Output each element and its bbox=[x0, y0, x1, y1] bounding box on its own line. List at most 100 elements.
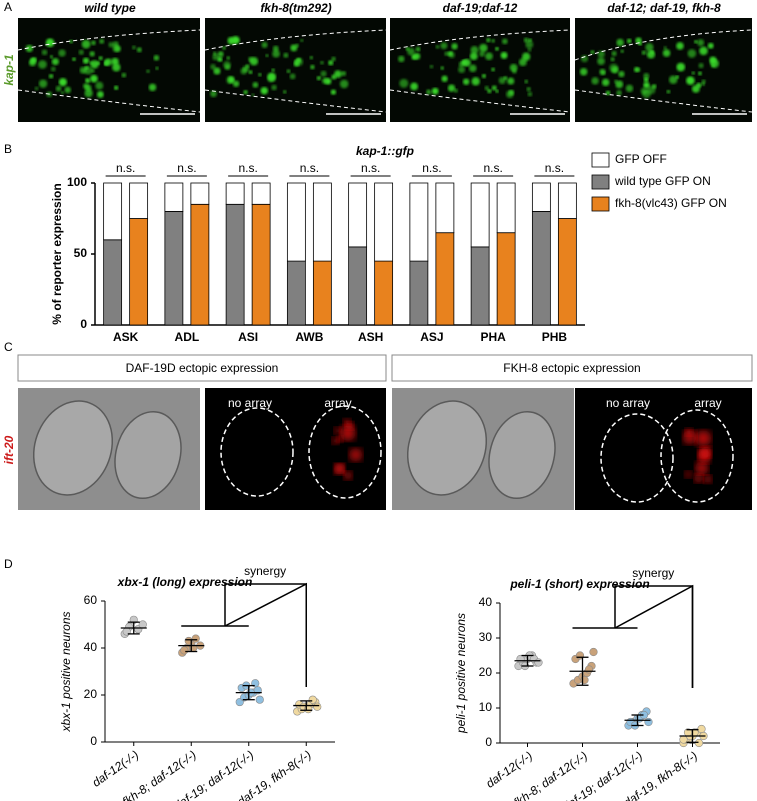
cell bbox=[245, 64, 250, 68]
cell bbox=[227, 76, 235, 84]
x-tick-label: daf-12(-/-) bbox=[90, 748, 142, 790]
bar bbox=[103, 182, 123, 241]
image-title: daf-19;daf-12 bbox=[443, 1, 518, 15]
cell bbox=[440, 66, 444, 70]
cell bbox=[701, 79, 706, 84]
cell bbox=[30, 57, 36, 64]
cell bbox=[85, 78, 91, 84]
y-axis-label: xbx-1 positive neurons bbox=[59, 611, 73, 732]
cell bbox=[590, 50, 595, 55]
chart-title: kap-1::gfp bbox=[356, 144, 414, 158]
point bbox=[534, 658, 543, 667]
cell bbox=[413, 52, 421, 60]
cell bbox=[108, 42, 114, 48]
image-label: array bbox=[324, 396, 351, 410]
outline bbox=[574, 89, 753, 113]
cell bbox=[155, 66, 159, 70]
cell bbox=[267, 74, 276, 83]
cell bbox=[232, 80, 240, 87]
cell bbox=[601, 71, 606, 75]
cell bbox=[487, 89, 492, 94]
embryo bbox=[114, 410, 182, 500]
cell bbox=[84, 89, 93, 98]
cell bbox=[84, 66, 93, 75]
bar bbox=[312, 260, 332, 326]
cell bbox=[435, 44, 440, 49]
bar bbox=[164, 182, 184, 212]
cell bbox=[324, 78, 332, 85]
cell bbox=[626, 38, 632, 44]
annotation: n.s. bbox=[422, 161, 441, 175]
bar bbox=[435, 232, 455, 326]
cell bbox=[272, 45, 279, 52]
image-label: no array bbox=[606, 396, 650, 410]
bar bbox=[374, 182, 394, 262]
cell bbox=[509, 63, 518, 72]
cell bbox=[260, 86, 269, 95]
cell bbox=[212, 51, 217, 56]
cell bbox=[415, 46, 421, 52]
cell bbox=[663, 46, 667, 50]
embryo-outline bbox=[220, 407, 294, 497]
cell bbox=[34, 86, 39, 91]
bracket bbox=[224, 582, 307, 687]
annotation: n.s. bbox=[300, 161, 319, 175]
cell bbox=[426, 89, 432, 95]
cell bbox=[597, 50, 605, 58]
signal bbox=[343, 471, 353, 480]
cell bbox=[609, 63, 619, 73]
cell bbox=[48, 73, 54, 79]
outline bbox=[204, 29, 387, 51]
cell bbox=[212, 53, 219, 61]
embryo-outline bbox=[308, 405, 382, 499]
bar bbox=[129, 182, 149, 219]
outline bbox=[17, 29, 201, 51]
image-label: no array bbox=[228, 396, 272, 410]
cell bbox=[479, 51, 485, 57]
cell bbox=[691, 71, 695, 75]
signal bbox=[334, 463, 346, 475]
point bbox=[580, 675, 589, 685]
cell bbox=[410, 82, 419, 91]
bar bbox=[251, 182, 271, 205]
cell bbox=[309, 56, 313, 60]
y-tick-label: 50 bbox=[74, 246, 88, 260]
outline bbox=[17, 89, 201, 113]
panel-label: A bbox=[4, 0, 12, 14]
cell bbox=[500, 51, 508, 59]
outline bbox=[389, 29, 571, 51]
cell bbox=[620, 49, 624, 53]
cell bbox=[111, 57, 119, 66]
cell bbox=[320, 60, 324, 65]
cell bbox=[447, 84, 456, 92]
cell bbox=[223, 61, 231, 69]
cell bbox=[635, 37, 642, 44]
bar bbox=[409, 182, 429, 262]
cell bbox=[501, 38, 508, 45]
cell bbox=[300, 38, 304, 42]
cell bbox=[484, 85, 489, 91]
y-tick-label: 20 bbox=[479, 665, 493, 679]
cell bbox=[479, 43, 488, 53]
cell bbox=[691, 84, 700, 93]
cell bbox=[112, 63, 121, 72]
x-tick-label: daf-12(-/-) bbox=[483, 749, 535, 791]
point bbox=[255, 695, 264, 704]
cell bbox=[38, 79, 48, 88]
embryo-outline bbox=[600, 413, 674, 503]
cell bbox=[651, 84, 657, 89]
annotation: n.s. bbox=[116, 161, 135, 175]
cell bbox=[686, 76, 695, 85]
cell bbox=[153, 55, 160, 61]
cell bbox=[615, 80, 624, 89]
micrographs bbox=[17, 18, 753, 122]
panel-label: C bbox=[4, 340, 13, 354]
micrographs bbox=[18, 388, 752, 510]
cell bbox=[698, 62, 704, 69]
cell bbox=[320, 70, 327, 77]
bar bbox=[129, 218, 149, 326]
cell bbox=[641, 50, 647, 55]
y-tick-label: 0 bbox=[90, 734, 97, 748]
cell bbox=[646, 50, 656, 59]
